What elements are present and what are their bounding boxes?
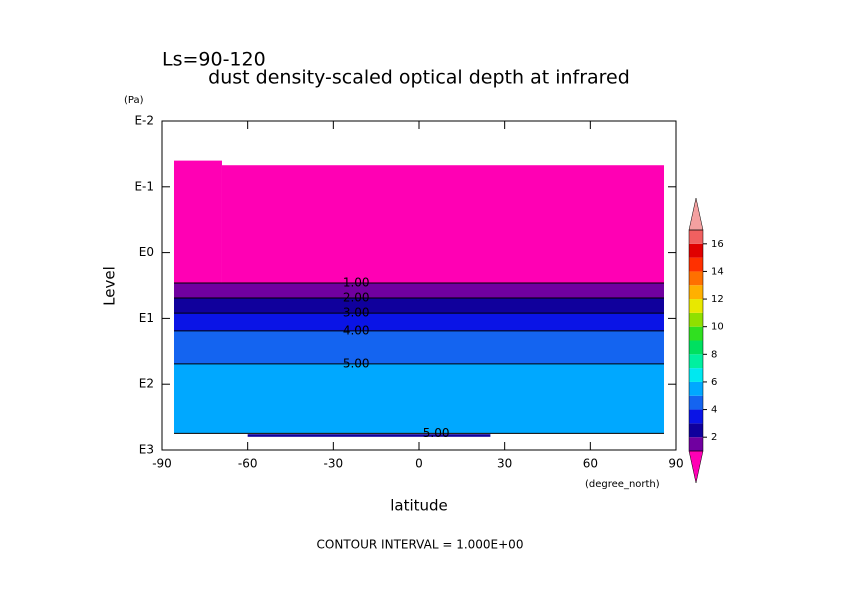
contour-fill [173,283,665,299]
colorbar-segment [689,423,703,438]
colorbar-segment [689,243,703,258]
x-tick-label: -30 [324,457,344,471]
chart-title: dust density-scaled optical depth at inf… [208,67,630,89]
y-tick-label: E0 [139,245,154,259]
x-tick-label: 30 [497,457,512,471]
x-tick-label: 90 [668,457,683,471]
x-unit: (degree_north) [585,479,660,490]
contour-label: 5.00 [423,426,450,440]
colorbar-segment [689,271,703,286]
colorbar-tick-label: 6 [711,377,717,388]
colorbar-over [688,197,704,231]
y-tick-label: E-2 [134,114,154,128]
colorbar-tick-label: 10 [711,322,724,333]
x-axis-label: latitude [390,497,448,515]
colorbar-tick-label: 8 [711,349,717,360]
y-tick-label: E1 [139,311,154,325]
chart-subtitle: Ls=90-120 [162,49,266,71]
contour-fill [173,160,222,284]
colorbar-tick-label: 16 [711,239,724,250]
colorbar-tick-label: 14 [711,266,724,277]
colorbar-segment [689,381,703,396]
contour-fill [173,313,665,331]
colorbar-segment [689,368,703,382]
colorbar-tick-label: 4 [711,405,717,416]
colorbar-segment [689,299,703,313]
colorbar-segment [689,312,703,327]
y-tick-label: E3 [139,443,154,457]
contour-fill [173,330,665,364]
colorbar-segment [689,354,703,369]
colorbar-segment [689,230,703,244]
contour-fill [221,165,665,284]
footnote: CONTOUR INTERVAL = 1.000E+00 [317,538,524,552]
contour-fill [173,363,665,434]
colorbar-segment [689,257,703,272]
colorbar-frame [688,229,704,452]
colorbar-segment [689,340,703,355]
contour-label: 2.00 [343,291,370,305]
contour-label: 5.00 [343,356,370,370]
contour-fill [173,298,665,314]
colorbar-tick-label: 12 [711,294,724,305]
x-tick-label: 0 [415,457,423,471]
contour-label: 3.00 [343,306,370,320]
contour-fill [247,434,491,437]
y-unit: (Pa) [124,95,144,106]
x-tick-label: 60 [583,457,598,471]
colorbar-segment [689,409,703,424]
colorbar-segment [689,437,703,451]
y-tick-label: E-1 [134,179,154,193]
contour-label: 4.00 [343,323,370,337]
colorbar-tick-label: 2 [711,432,717,443]
y-tick-label: E2 [139,377,154,391]
colorbar-segment [689,326,703,341]
x-tick-label: -90 [152,457,172,471]
colorbar-segment [689,395,703,410]
colorbar-segment [689,285,703,300]
x-tick-label: -60 [238,457,258,471]
y-axis-label: Level [101,266,119,306]
contour-label: 1.00 [343,276,370,290]
colorbar-under [688,450,704,484]
